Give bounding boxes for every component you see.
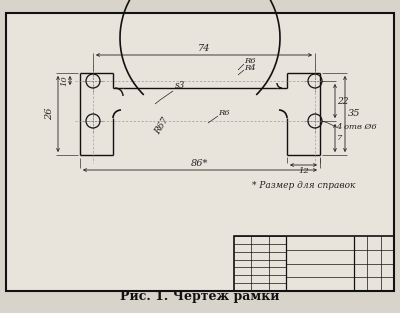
Text: * Размер для справок: * Размер для справок (252, 181, 355, 189)
Text: 12: 12 (298, 167, 309, 175)
Text: Рис. 1. Чертеж рамки: Рис. 1. Чертеж рамки (120, 290, 280, 303)
Text: 86*: 86* (191, 159, 209, 168)
Text: R4: R4 (244, 64, 256, 72)
Text: 26: 26 (45, 108, 54, 120)
Bar (6, 13, 394, 291)
Text: 22: 22 (337, 96, 348, 105)
Bar (234, 236, 394, 291)
Text: 35: 35 (348, 110, 360, 119)
Text: R67: R67 (153, 116, 171, 136)
Text: 10: 10 (60, 75, 68, 86)
Text: 4 отв Ø6: 4 отв Ø6 (336, 123, 377, 131)
Text: 74: 74 (198, 44, 210, 53)
Text: R6: R6 (244, 57, 256, 65)
Text: s3: s3 (175, 80, 185, 90)
Text: 7: 7 (337, 134, 342, 142)
Text: R6: R6 (218, 109, 230, 117)
